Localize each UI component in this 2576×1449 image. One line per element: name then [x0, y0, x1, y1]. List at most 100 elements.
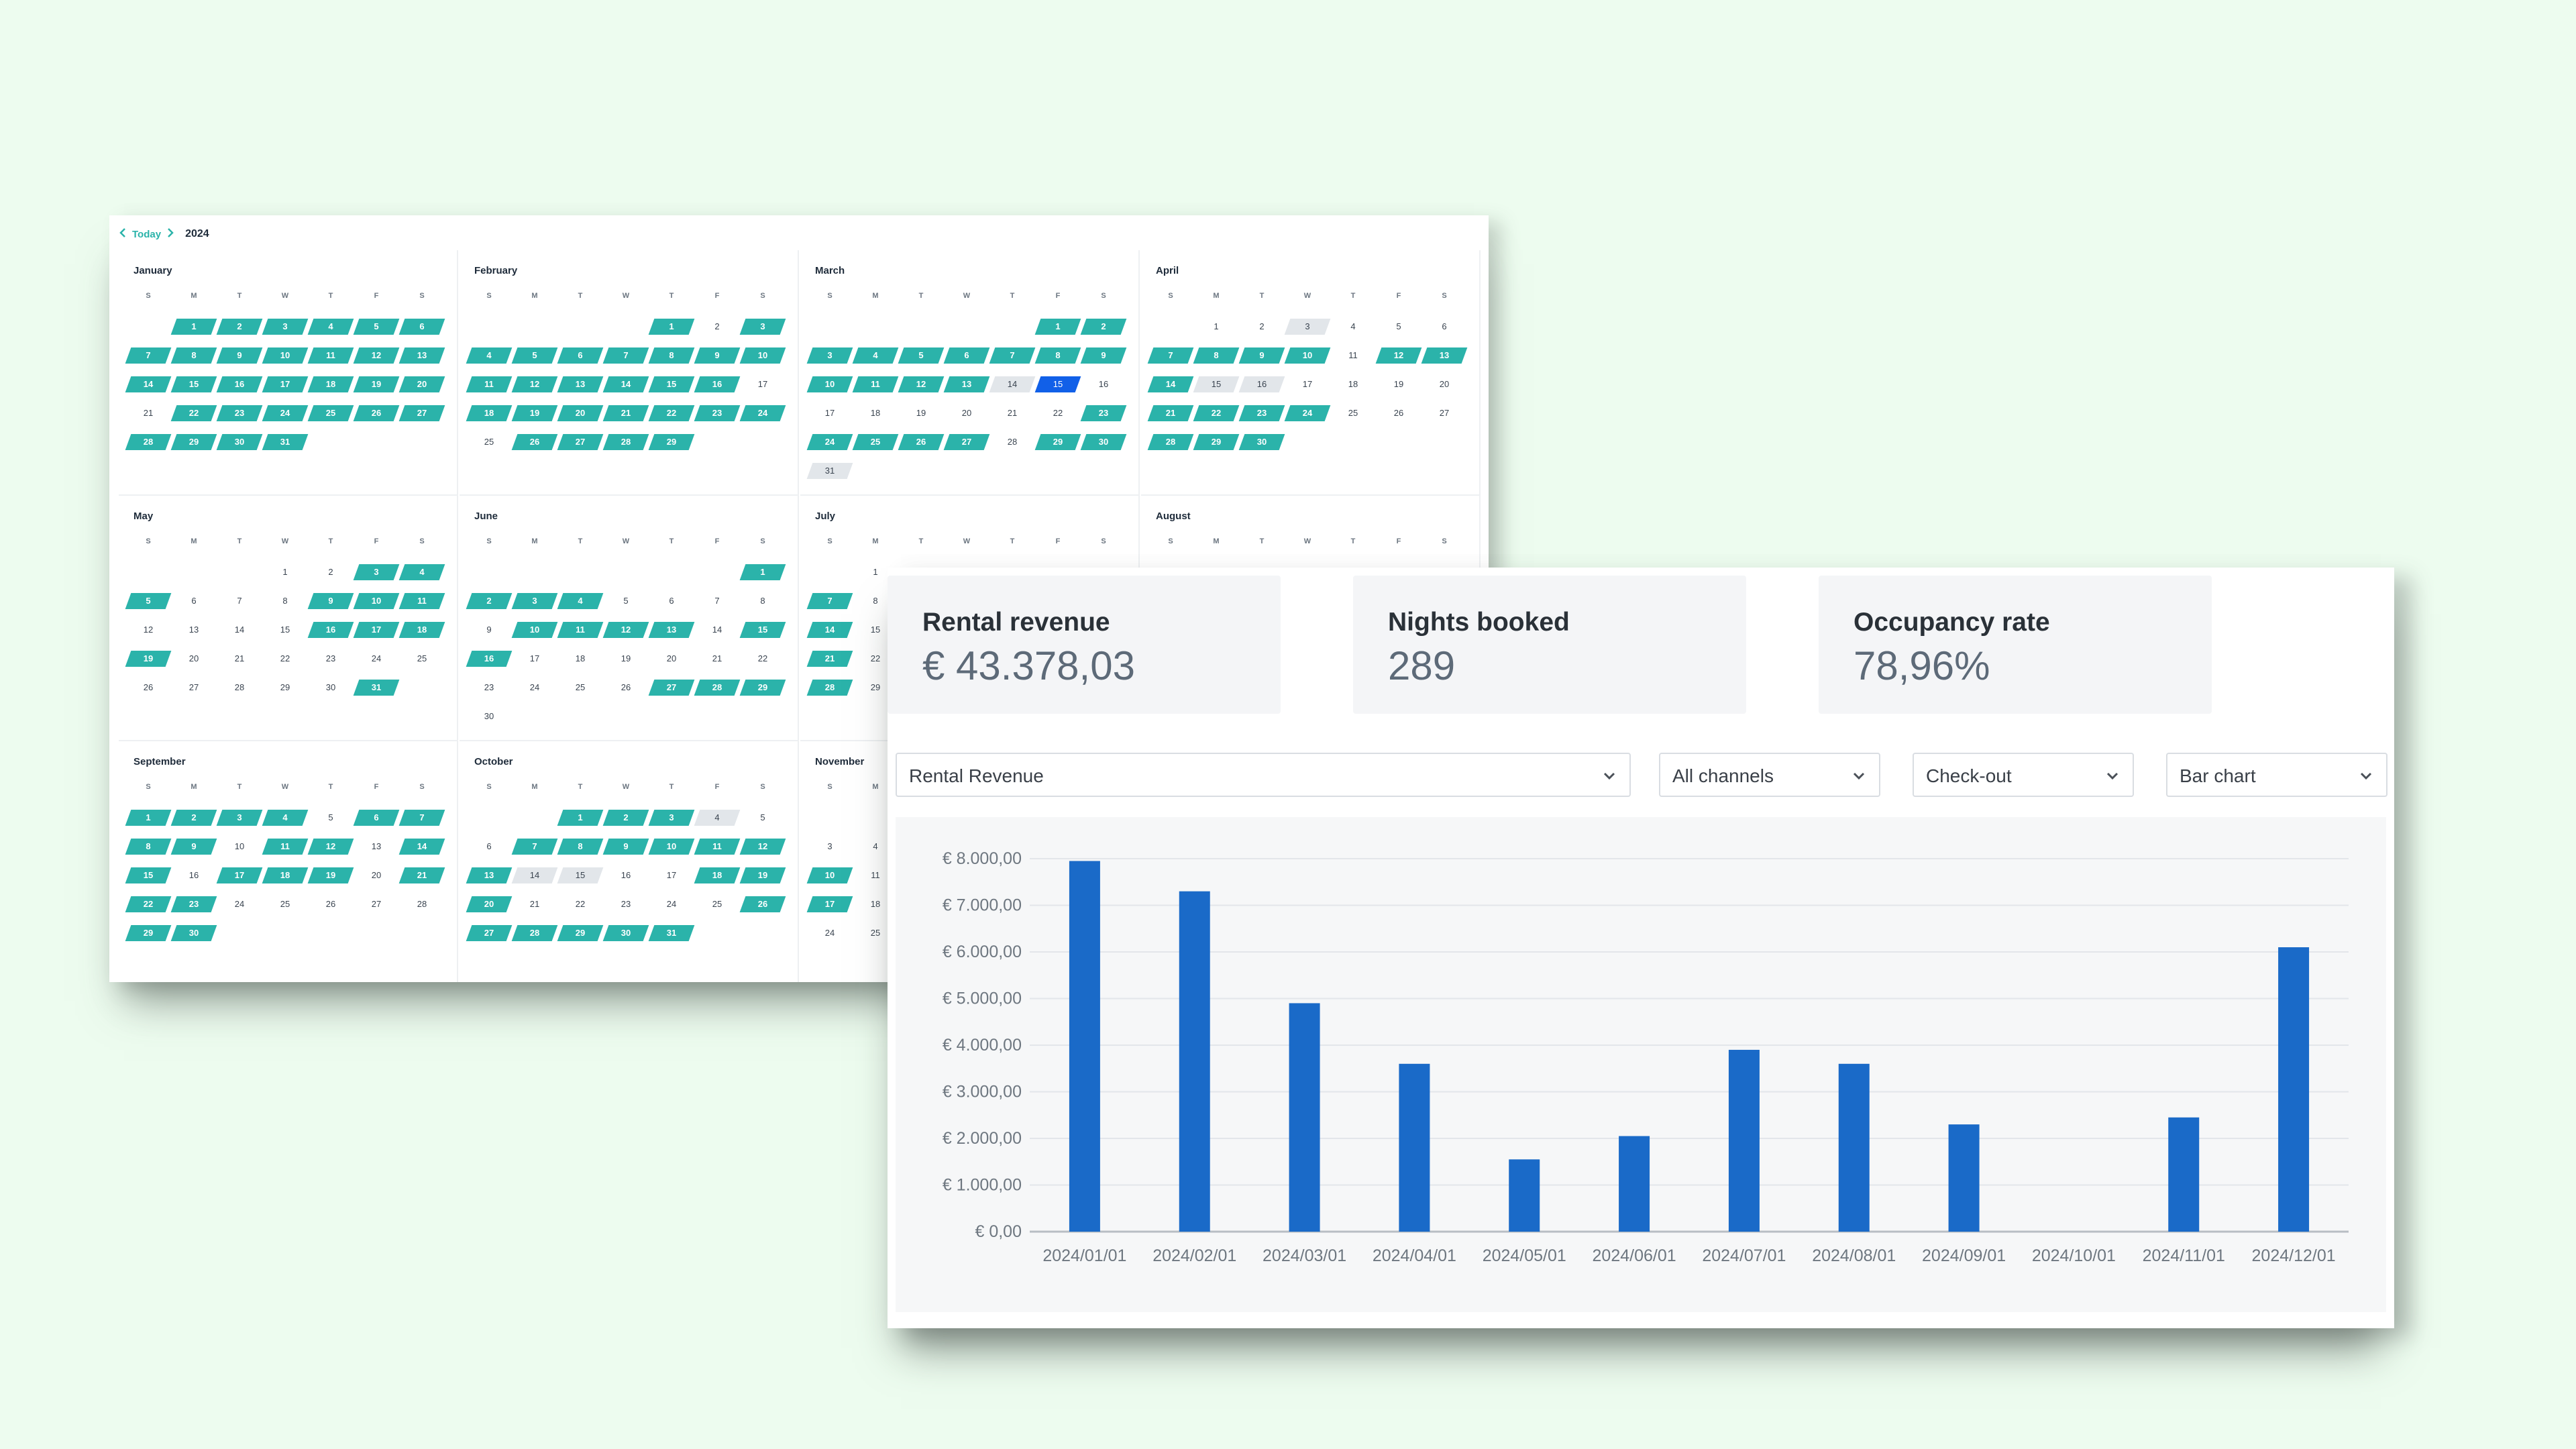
- calendar-day[interactable]: 22: [651, 405, 692, 421]
- calendar-day[interactable]: 20: [402, 376, 442, 392]
- calendar-day[interactable]: 11: [697, 839, 737, 855]
- calendar-day[interactable]: 16: [219, 376, 260, 392]
- calendar-day[interactable]: 19: [515, 405, 555, 421]
- calendar-day[interactable]: 11: [871, 870, 880, 880]
- metric-select[interactable]: Rental Revenue: [896, 753, 1631, 797]
- calendar-day[interactable]: 8: [873, 596, 878, 606]
- calendar-day[interactable]: 28: [128, 434, 168, 450]
- calendar-day[interactable]: 28: [697, 680, 737, 696]
- calendar-day[interactable]: 20: [371, 870, 382, 880]
- calendar-day[interactable]: 13: [651, 622, 692, 638]
- calendar-day[interactable]: 14: [810, 622, 850, 638]
- calendar-day[interactable]: 29: [743, 680, 783, 696]
- calendar-day[interactable]: 23: [1083, 405, 1124, 421]
- calendar-day[interactable]: 7: [402, 810, 442, 826]
- calendar-day[interactable]: 25: [311, 405, 351, 421]
- calendar-day[interactable]: 5: [356, 319, 396, 335]
- calendar-day[interactable]: 8: [282, 596, 288, 606]
- calendar-day[interactable]: 7: [992, 347, 1032, 364]
- bar-2024/01/01[interactable]: [1069, 861, 1100, 1232]
- calendar-day[interactable]: 28: [606, 434, 646, 450]
- bar-2024/09/01[interactable]: [1948, 1124, 1980, 1232]
- calendar-day[interactable]: 9: [486, 625, 492, 635]
- calendar-day[interactable]: 17: [265, 376, 305, 392]
- calendar-day[interactable]: 24: [265, 405, 305, 421]
- calendar-day[interactable]: 14: [402, 839, 442, 855]
- calendar-day[interactable]: 2: [1083, 319, 1124, 335]
- calendar-day[interactable]: 19: [311, 867, 351, 883]
- calendar-day[interactable]: 6: [402, 319, 442, 335]
- calendar-day[interactable]: 16: [311, 622, 351, 638]
- chart-type-select[interactable]: Bar chart: [2166, 753, 2387, 797]
- calendar-day[interactable]: 4: [402, 564, 442, 580]
- calendar-day[interactable]: 25: [484, 437, 494, 447]
- calendar-day[interactable]: 15: [1038, 376, 1078, 392]
- calendar-day[interactable]: 15: [128, 867, 168, 883]
- calendar-day[interactable]: 17: [1302, 379, 1313, 389]
- today-button[interactable]: Today: [132, 228, 162, 240]
- calendar-day[interactable]: 9: [174, 839, 214, 855]
- calendar-day[interactable]: 10: [651, 839, 692, 855]
- calendar-day[interactable]: 30: [174, 925, 214, 941]
- calendar-day[interactable]: 25: [855, 434, 896, 450]
- calendar-day[interactable]: 13: [402, 347, 442, 364]
- calendar-day[interactable]: 25: [1348, 408, 1358, 418]
- calendar-day[interactable]: 5: [328, 812, 333, 822]
- calendar-day[interactable]: 3: [265, 319, 305, 335]
- calendar-day[interactable]: 1: [1038, 319, 1078, 335]
- calendar-day[interactable]: 18: [265, 867, 305, 883]
- calendar-day[interactable]: 2: [328, 567, 333, 577]
- chevron-right-icon[interactable]: [166, 227, 174, 241]
- calendar-day[interactable]: 17: [757, 379, 768, 389]
- calendar-day[interactable]: 15: [1196, 376, 1236, 392]
- calendar-day[interactable]: 12: [143, 625, 154, 635]
- bar-2024/06/01[interactable]: [1619, 1136, 1650, 1232]
- calendar-day[interactable]: 16: [1098, 379, 1109, 389]
- calendar-day[interactable]: 30: [219, 434, 260, 450]
- calendar-day[interactable]: 10: [1287, 347, 1328, 364]
- calendar-day[interactable]: 31: [651, 925, 692, 941]
- calendar-day[interactable]: 18: [1348, 379, 1358, 389]
- calendar-day[interactable]: 8: [651, 347, 692, 364]
- calendar-day[interactable]: 23: [697, 405, 737, 421]
- calendar-day[interactable]: 12: [515, 376, 555, 392]
- calendar-day[interactable]: 8: [174, 347, 214, 364]
- calendar-day[interactable]: 10: [234, 841, 245, 851]
- calendar-day[interactable]: 5: [128, 593, 168, 609]
- calendar-day[interactable]: 24: [824, 928, 835, 938]
- calendar-day[interactable]: 10: [810, 376, 850, 392]
- calendar-day[interactable]: 17: [529, 653, 540, 663]
- bar-2024/04/01[interactable]: [1399, 1063, 1430, 1232]
- calendar-day[interactable]: 17: [356, 622, 396, 638]
- calendar-day[interactable]: 18: [402, 622, 442, 638]
- calendar-day[interactable]: 3: [810, 347, 850, 364]
- calendar-day[interactable]: 5: [515, 347, 555, 364]
- calendar-day[interactable]: 2: [1259, 321, 1265, 331]
- calendar-day[interactable]: 11: [855, 376, 896, 392]
- bar-2024/07/01[interactable]: [1728, 1049, 1760, 1232]
- calendar-day[interactable]: 7: [128, 347, 168, 364]
- calendar-day[interactable]: 25: [712, 899, 722, 909]
- calendar-day[interactable]: 3: [651, 810, 692, 826]
- calendar-day[interactable]: 19: [356, 376, 396, 392]
- calendar-day[interactable]: 20: [469, 896, 509, 912]
- calendar-day[interactable]: 7: [515, 839, 555, 855]
- calendar-day[interactable]: 27: [1439, 408, 1450, 418]
- calendar-day[interactable]: 16: [1242, 376, 1282, 392]
- calendar-day[interactable]: 5: [1396, 321, 1401, 331]
- calendar-day[interactable]: 3: [1287, 319, 1328, 335]
- calendar-day[interactable]: 10: [356, 593, 396, 609]
- calendar-day[interactable]: 10: [810, 867, 850, 883]
- calendar-day[interactable]: 9: [697, 347, 737, 364]
- calendar-day[interactable]: 17: [810, 896, 850, 912]
- calendar-day[interactable]: 23: [1242, 405, 1282, 421]
- calendar-day[interactable]: 26: [901, 434, 941, 450]
- calendar-day[interactable]: 1: [651, 319, 692, 335]
- calendar-day[interactable]: 23: [174, 896, 214, 912]
- calendar-day[interactable]: 1: [560, 810, 600, 826]
- calendar-day[interactable]: 29: [1196, 434, 1236, 450]
- calendar-day[interactable]: 8: [1038, 347, 1078, 364]
- calendar-day[interactable]: 6: [947, 347, 987, 364]
- calendar-day[interactable]: 26: [356, 405, 396, 421]
- calendar-day[interactable]: 1: [743, 564, 783, 580]
